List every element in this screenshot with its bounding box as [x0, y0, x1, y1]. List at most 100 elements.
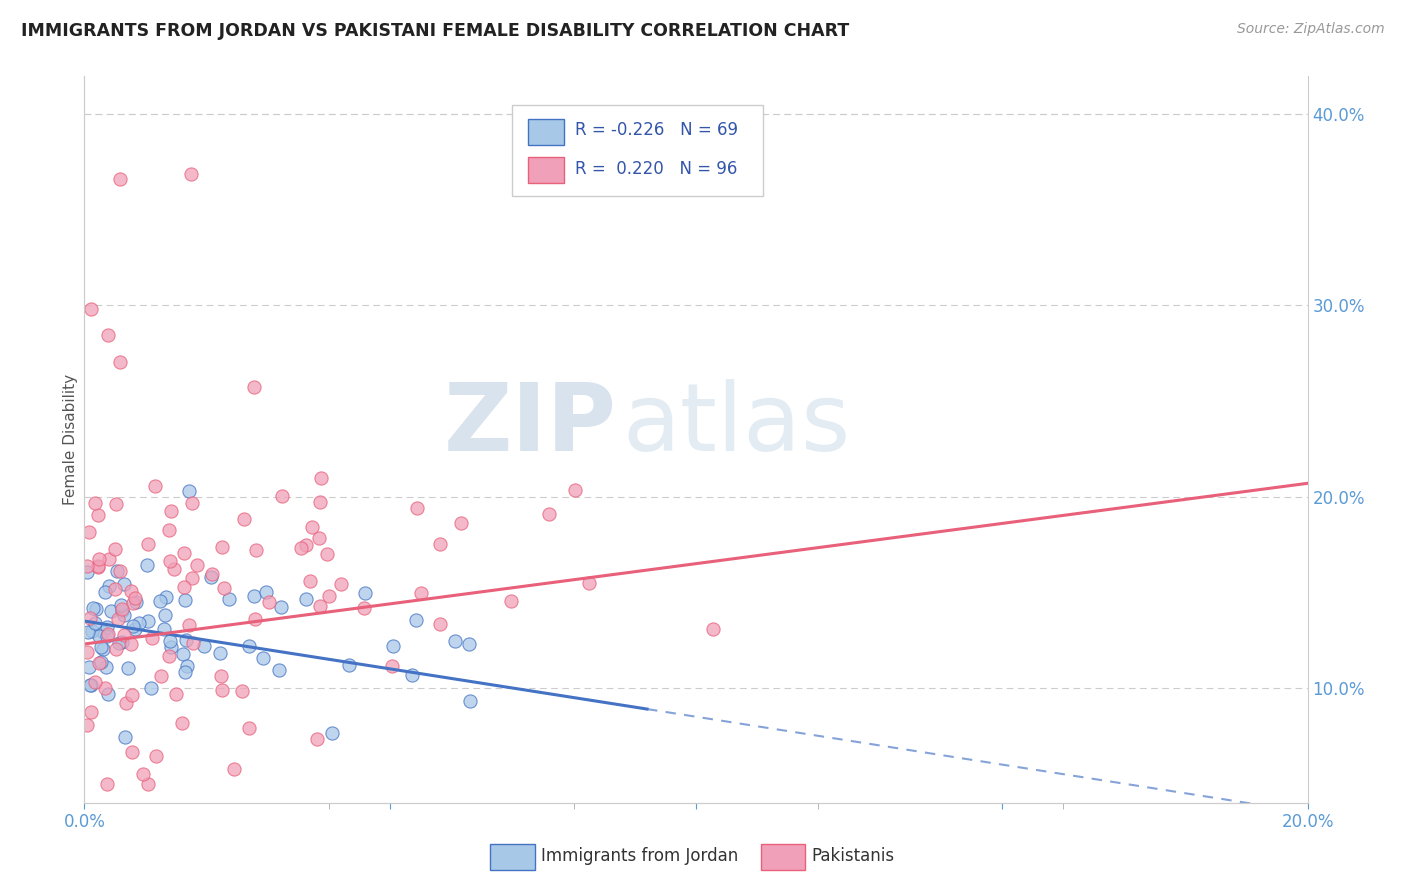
Point — [97, 687, 120, 701]
Point — [309, 471, 332, 485]
Point — [444, 633, 467, 648]
Point — [315, 547, 337, 561]
Point — [564, 483, 586, 497]
Point — [76, 558, 98, 573]
Point — [201, 567, 224, 582]
Point — [141, 632, 163, 646]
Point — [401, 668, 423, 682]
Point — [136, 614, 159, 628]
Point — [309, 599, 332, 613]
Point — [173, 593, 195, 607]
Point — [114, 696, 136, 710]
Point — [193, 640, 215, 654]
Point — [89, 552, 111, 566]
Point — [499, 594, 522, 608]
Point — [290, 541, 312, 555]
Point — [77, 625, 100, 640]
Point — [173, 545, 195, 559]
Point — [301, 520, 323, 534]
FancyBboxPatch shape — [529, 156, 564, 183]
Point — [97, 327, 120, 342]
Point — [117, 660, 139, 674]
Point — [111, 635, 134, 649]
Point — [174, 632, 197, 647]
Point — [305, 732, 328, 747]
Point — [114, 731, 136, 745]
Point — [136, 537, 159, 551]
Point — [405, 613, 427, 627]
Point — [153, 608, 176, 623]
Text: Immigrants from Jordan: Immigrants from Jordan — [541, 847, 738, 865]
Point — [132, 767, 155, 781]
Point — [353, 600, 375, 615]
Point — [153, 622, 176, 636]
Point — [76, 718, 98, 732]
Point — [232, 512, 254, 526]
Point — [107, 612, 129, 626]
Point — [160, 640, 183, 655]
FancyBboxPatch shape — [491, 844, 534, 871]
Point — [457, 637, 479, 651]
Point — [160, 504, 183, 518]
Point — [122, 619, 145, 633]
Point — [155, 590, 177, 604]
Point — [245, 542, 267, 557]
Text: IMMIGRANTS FROM JORDAN VS PAKISTANI FEMALE DISABILITY CORRELATION CHART: IMMIGRANTS FROM JORDAN VS PAKISTANI FEMA… — [21, 22, 849, 40]
Point — [83, 615, 105, 630]
Point — [76, 565, 98, 579]
Point — [173, 665, 195, 679]
Point — [84, 496, 107, 510]
Point — [96, 620, 118, 634]
Point — [159, 554, 181, 568]
Point — [97, 579, 120, 593]
Point — [337, 658, 360, 673]
Point — [450, 516, 472, 530]
Point — [135, 558, 157, 572]
Point — [120, 637, 142, 651]
Point — [79, 611, 101, 625]
Point — [157, 648, 180, 663]
Point — [176, 658, 198, 673]
Text: ZIP: ZIP — [443, 379, 616, 471]
Point — [702, 622, 724, 636]
Point — [87, 508, 110, 522]
Point — [537, 507, 560, 521]
Point — [94, 681, 117, 695]
Point — [170, 716, 193, 731]
Point — [257, 595, 280, 609]
Point — [149, 669, 172, 683]
Point — [309, 495, 332, 509]
Point — [87, 558, 110, 573]
Point — [128, 615, 150, 630]
Point — [112, 607, 135, 622]
Point — [97, 627, 120, 641]
Point — [121, 688, 143, 702]
Point — [165, 687, 187, 701]
Point — [181, 636, 204, 650]
Point — [145, 749, 167, 764]
Point — [111, 604, 134, 618]
Point — [180, 168, 202, 182]
Point — [100, 604, 122, 618]
Point — [381, 658, 404, 673]
Point — [80, 301, 103, 316]
Point — [405, 500, 427, 515]
Point — [98, 551, 121, 566]
Point — [321, 726, 343, 740]
Point — [125, 595, 148, 609]
Point — [212, 582, 235, 596]
Point — [411, 586, 433, 600]
Point — [96, 777, 118, 791]
Point — [84, 602, 107, 616]
Point — [91, 624, 114, 639]
Point — [87, 656, 110, 670]
Point — [86, 559, 108, 574]
Point — [329, 577, 352, 591]
Point — [254, 585, 277, 599]
Point — [458, 694, 481, 708]
Point — [110, 564, 132, 578]
Point — [270, 600, 292, 615]
Point — [173, 580, 195, 594]
Point — [96, 629, 118, 643]
Point — [179, 617, 201, 632]
